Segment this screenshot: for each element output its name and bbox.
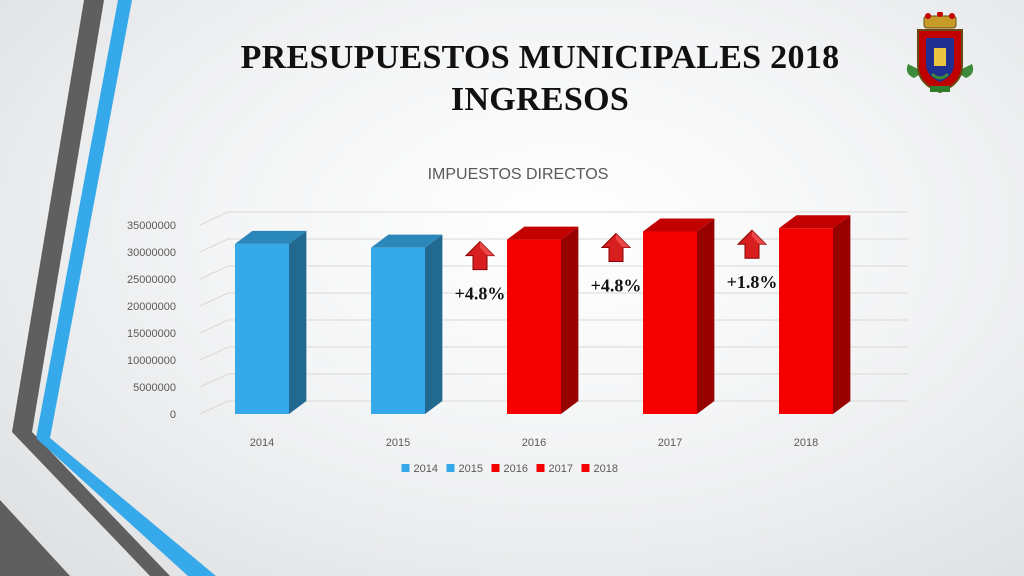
gridline-depth [199, 373, 229, 388]
x-tick-label: 2014 [250, 437, 274, 449]
bar-top [507, 226, 579, 240]
up-arrow-icon [465, 241, 495, 271]
legend-swatch [581, 464, 590, 472]
growth-annotations: +4.8% +4.8% +1.8% [455, 229, 778, 304]
gridline-depth [199, 292, 229, 307]
gridline-depth [199, 265, 229, 280]
growth-annotation: +4.8% [591, 232, 642, 295]
legend-item: 2015 [446, 463, 483, 475]
bar-front [779, 228, 833, 414]
bar-front [235, 243, 289, 414]
municipal-crest-icon [906, 12, 974, 94]
bar-2014 [235, 230, 307, 414]
y-tick-label: 15000000 [127, 328, 176, 340]
gray-stripe-corner [0, 500, 70, 576]
y-tick-label: 0 [170, 409, 176, 421]
up-arrow-icon [601, 232, 631, 262]
bar-front [643, 231, 697, 414]
bar-2015 [371, 234, 443, 414]
blue-stripe [36, 438, 216, 576]
bar-2016 [507, 226, 579, 414]
growth-annotation: +4.8% [455, 241, 506, 304]
y-tick-label: 10000000 [127, 355, 176, 367]
legend-item: 2018 [581, 463, 618, 475]
up-arrow-icon [737, 229, 767, 259]
bars [235, 215, 851, 414]
legend-item: 2016 [491, 463, 528, 475]
legend-label: 2014 [414, 463, 438, 475]
x-tick-label: 2018 [794, 437, 818, 449]
x-tick-label: 2016 [522, 437, 546, 449]
legend-swatch [536, 464, 545, 472]
bar-front [371, 247, 425, 414]
bar-side [833, 215, 851, 414]
legend-item: 2014 [401, 463, 438, 475]
bar-front [507, 239, 561, 414]
legend-swatch [446, 464, 455, 472]
x-tick-label: 2015 [386, 437, 410, 449]
y-tick-label: 5000000 [133, 382, 176, 394]
gridline-depth [199, 346, 229, 361]
growth-annotation: +1.8% [727, 229, 778, 292]
y-axis-ticks: 0 5000000 10000000 15000000 20000000 25000000… [127, 220, 176, 421]
chart-title: IMPUESTOS DIRECTOS [428, 166, 609, 183]
gridline-depth [199, 211, 229, 226]
growth-label: +1.8% [727, 272, 778, 292]
growth-label: +4.8% [455, 284, 506, 304]
growth-label: +4.8% [591, 275, 642, 295]
x-axis-ticks: 2014 2015 2016 2017 2018 [250, 437, 818, 449]
legend: 2014 2015 2016 2017 2018 [401, 463, 618, 475]
bar-side [561, 226, 579, 414]
legend-label: 2017 [549, 463, 573, 475]
legend-label: 2015 [459, 463, 483, 475]
bar-top [371, 234, 443, 248]
bar-2017 [643, 218, 715, 414]
bar-top [779, 215, 851, 229]
y-tick-label: 20000000 [127, 301, 176, 313]
bar-side [697, 218, 715, 414]
gray-stripe [12, 0, 104, 432]
slide-subtitle: INGRESOS [450, 81, 630, 118]
legend-label: 2016 [504, 463, 528, 475]
y-tick-label: 35000000 [127, 220, 176, 232]
legend-label: 2018 [594, 463, 618, 475]
y-tick-label: 25000000 [127, 274, 176, 286]
blue-stripe [36, 0, 132, 438]
bar-side [425, 234, 443, 414]
gridline-depth [199, 319, 229, 334]
legend-swatch [401, 464, 410, 472]
gridline-depth [199, 238, 229, 253]
bar-top [643, 218, 715, 232]
legend-swatch [491, 464, 500, 472]
x-tick-label: 2017 [658, 437, 682, 449]
y-tick-label: 30000000 [127, 247, 176, 259]
bar-2018 [779, 215, 851, 414]
bar-top [235, 230, 307, 244]
legend-item: 2017 [536, 463, 573, 475]
gray-stripe [12, 432, 170, 576]
bar-side [289, 230, 307, 414]
slide-title: PRESUPUESTOS MUNICIPALES 2018 [240, 39, 840, 76]
gridline-depth [199, 400, 229, 415]
